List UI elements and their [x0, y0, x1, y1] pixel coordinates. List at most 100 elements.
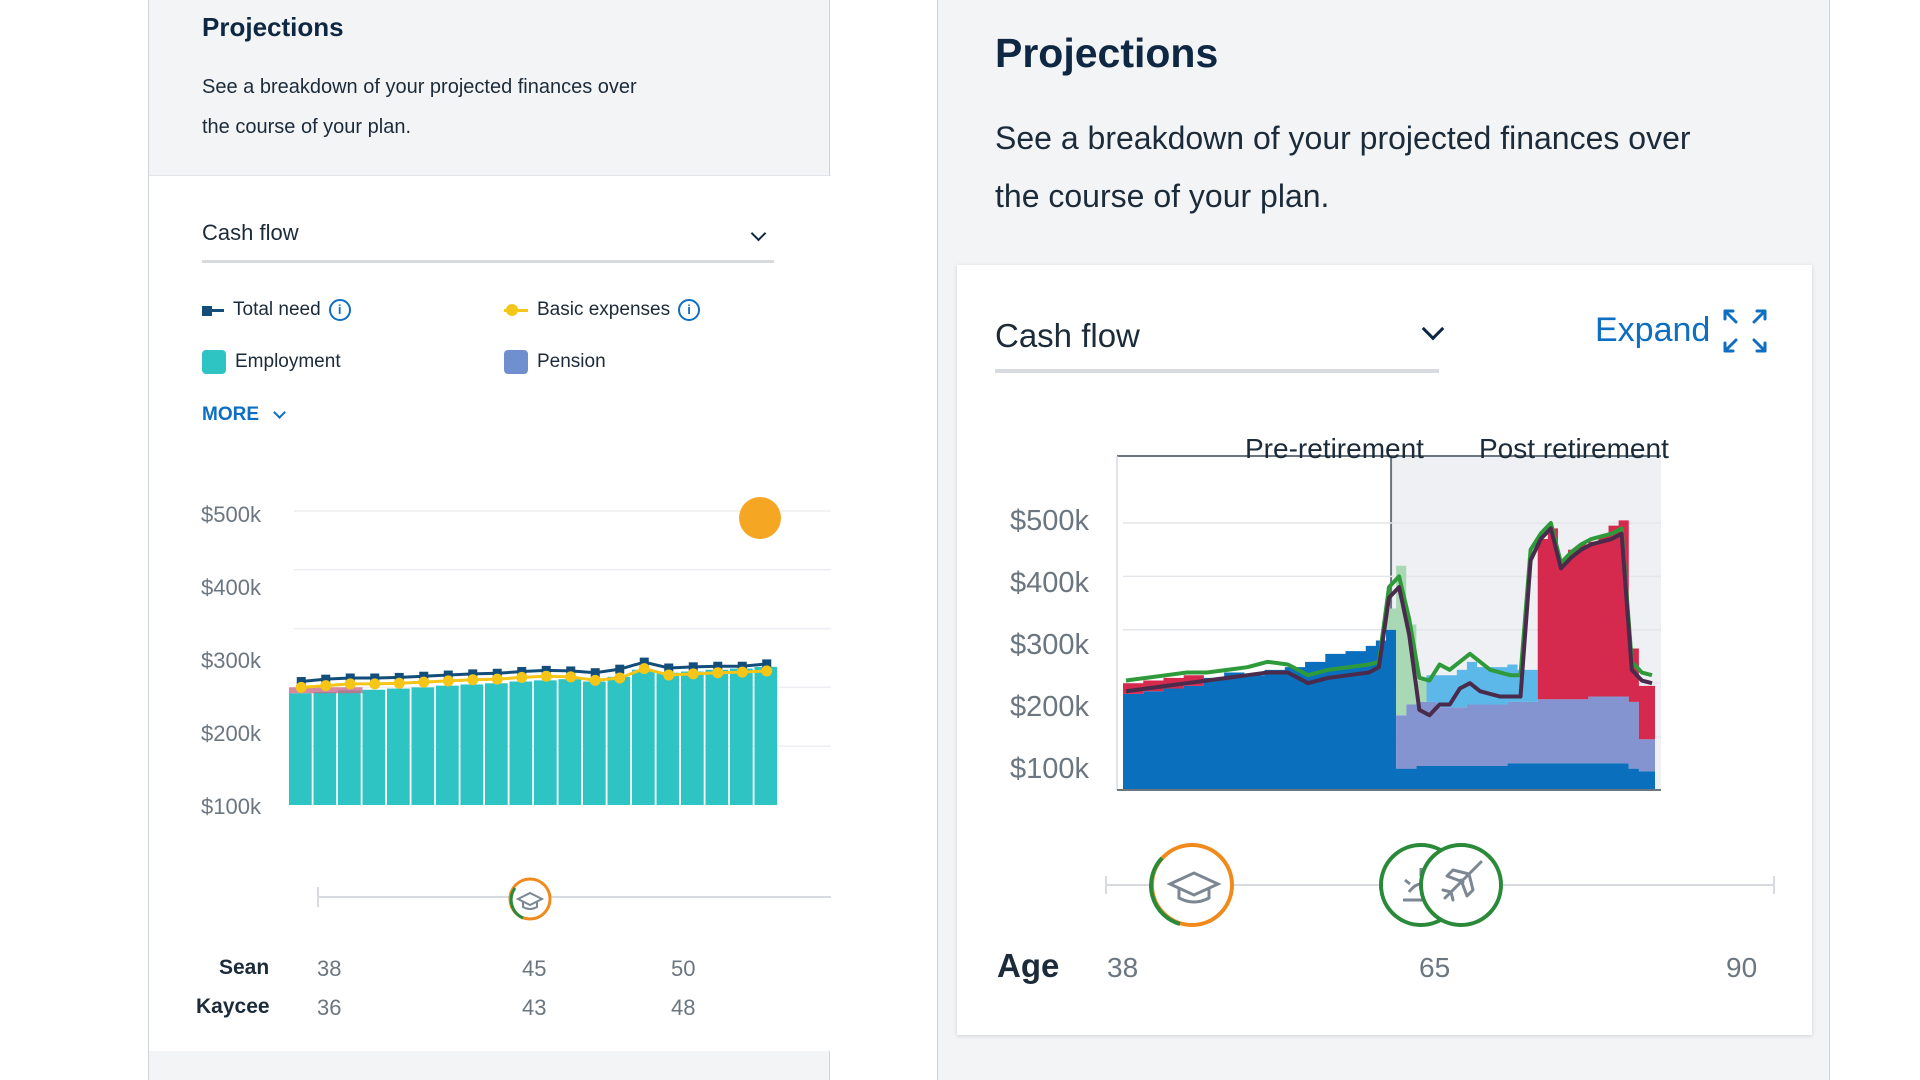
age-tick: 45 [522, 956, 547, 981]
y-tick-label: $500k [1009, 505, 1089, 537]
legend-total-need: Total need i [202, 299, 351, 321]
legend-label: Total need [233, 299, 321, 320]
bar-employment [338, 690, 361, 805]
timeline-end-tick [1773, 876, 1775, 894]
timeline-start-tick [1105, 876, 1107, 894]
line-square-marker-icon [202, 305, 224, 316]
right-projections-panel: Projections See a breakdown of your proj… [937, 0, 1830, 1080]
marker-total-need [615, 664, 625, 674]
description-line-1: See a breakdown of your projected financ… [202, 76, 637, 98]
bar-employment [656, 672, 680, 805]
timeline-track [317, 896, 831, 898]
marker-total-need [517, 667, 527, 677]
marker-total-need [419, 671, 429, 681]
chevron-down-icon[interactable] [750, 225, 767, 242]
expand-arrows-icon[interactable] [1721, 307, 1769, 355]
bar-employment [632, 669, 655, 805]
select-value: Cash flow [995, 317, 1140, 354]
bar-employment [583, 681, 606, 805]
chart-card: $500k $400k $300k $200k $100k Sean Kayce… [149, 461, 831, 1051]
marker-basic-expenses [736, 666, 748, 678]
marker-basic-expenses [344, 678, 356, 690]
marker-basic-expenses [565, 671, 577, 683]
marker-basic-expenses [418, 676, 430, 688]
right-cash-flow-chart [1116, 455, 1661, 791]
expand-button[interactable]: Expand [1595, 311, 1710, 350]
graduation-cap-icon [508, 877, 552, 921]
bar-employment [436, 685, 459, 805]
education-milestone[interactable] [501, 876, 559, 922]
bar-employment [313, 692, 337, 805]
chart-type-select[interactable]: Cash flow [995, 317, 1140, 355]
band-label-pre-retirement: Pre-retirement [1245, 433, 1424, 464]
y-tick-label: $100k [1009, 753, 1089, 785]
age-tick: 38 [317, 956, 342, 981]
page-title: Projections [995, 30, 1219, 76]
age-tick: 36 [317, 995, 342, 1020]
marker-total-need [590, 668, 600, 678]
marker-basic-expenses [614, 672, 626, 684]
chevron-down-icon [273, 405, 286, 419]
info-icon[interactable]: i [328, 299, 351, 321]
marker-basic-expenses [761, 665, 773, 677]
marker-basic-expenses [442, 675, 454, 687]
description-line-2: the course of your plan. [202, 116, 412, 138]
row-label-kaycee: Kaycee [196, 995, 270, 1018]
area-pension [1123, 629, 1655, 772]
marker-basic-expenses [393, 677, 405, 689]
select-underline [995, 369, 1439, 373]
y-tick-label: $300k [201, 648, 261, 673]
marker-total-need [713, 661, 723, 671]
chart-type-select[interactable]: Cash flow [202, 220, 299, 246]
bar-employment [387, 688, 410, 805]
marker-basic-expenses [516, 671, 528, 683]
bar-employment [460, 684, 484, 805]
travel-milestone[interactable] [1419, 840, 1503, 930]
expand-label: Expand [1595, 311, 1711, 349]
y-tick-label: $500k [201, 502, 261, 527]
scroll-indicator-dot[interactable] [739, 497, 781, 539]
marker-basic-expenses [687, 668, 699, 680]
age-tick: 65 [1419, 952, 1451, 983]
page-title: Projections [202, 12, 344, 42]
chevron-down-icon[interactable] [1421, 317, 1445, 341]
y-tick-label: $200k [201, 721, 261, 746]
left-projections-panel: Projections See a breakdown of your proj… [148, 0, 831, 1080]
info-icon[interactable]: i [678, 299, 701, 321]
marker-total-need [345, 673, 355, 683]
marker-basic-expenses [589, 674, 601, 686]
marker-total-need [762, 659, 772, 669]
marker-basic-expenses [491, 673, 503, 685]
bar-employment [411, 687, 435, 805]
bar-employment [705, 669, 729, 805]
marker-basic-expenses [467, 674, 479, 686]
row-label-sean: Sean [219, 956, 270, 979]
area-employment [1123, 629, 1655, 790]
bar-employment [754, 666, 778, 805]
description-line-2: the course of your plan. [995, 178, 1330, 214]
marker-total-need [664, 663, 674, 673]
education-milestone[interactable] [1140, 840, 1244, 930]
marker-total-need [566, 666, 576, 676]
marker-basic-expenses [663, 669, 675, 681]
bar-employment [730, 668, 753, 805]
age-tick: 50 [671, 956, 696, 981]
graduation-cap-icon [1149, 843, 1234, 927]
left-cash-flow-chart [289, 510, 831, 805]
description-line-1: See a breakdown of your projected financ… [995, 120, 1691, 156]
age-axis-label: Age [997, 947, 1060, 984]
age-tick: 48 [671, 995, 696, 1020]
more-button[interactable]: MORE [202, 404, 286, 426]
bar-employment [607, 676, 631, 805]
marker-total-need [321, 674, 331, 684]
age-tick: 38 [1107, 952, 1139, 983]
timeline-start-tick [317, 887, 319, 907]
marker-total-need [296, 677, 306, 687]
bar-employment [558, 679, 582, 805]
band-label-post-retirement: Post retirement [1479, 433, 1669, 464]
marker-total-need [370, 673, 380, 683]
marker-total-need [443, 670, 453, 680]
marker-basic-expenses [295, 681, 307, 693]
marker-total-need [737, 661, 747, 671]
bar-employment [509, 681, 533, 805]
